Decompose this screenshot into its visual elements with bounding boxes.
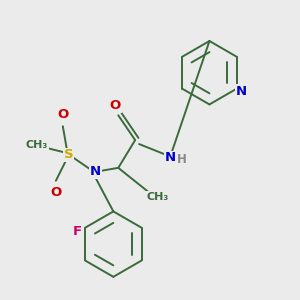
Text: S: S <box>64 148 74 161</box>
Text: F: F <box>73 225 82 238</box>
Text: O: O <box>110 99 121 112</box>
Text: H: H <box>177 153 187 167</box>
Text: O: O <box>57 108 68 121</box>
Text: O: O <box>50 186 62 199</box>
Text: N: N <box>236 85 247 98</box>
Text: CH₃: CH₃ <box>26 140 48 150</box>
Text: CH₃: CH₃ <box>147 192 169 202</box>
Text: N: N <box>90 165 101 178</box>
Text: N: N <box>164 152 175 164</box>
